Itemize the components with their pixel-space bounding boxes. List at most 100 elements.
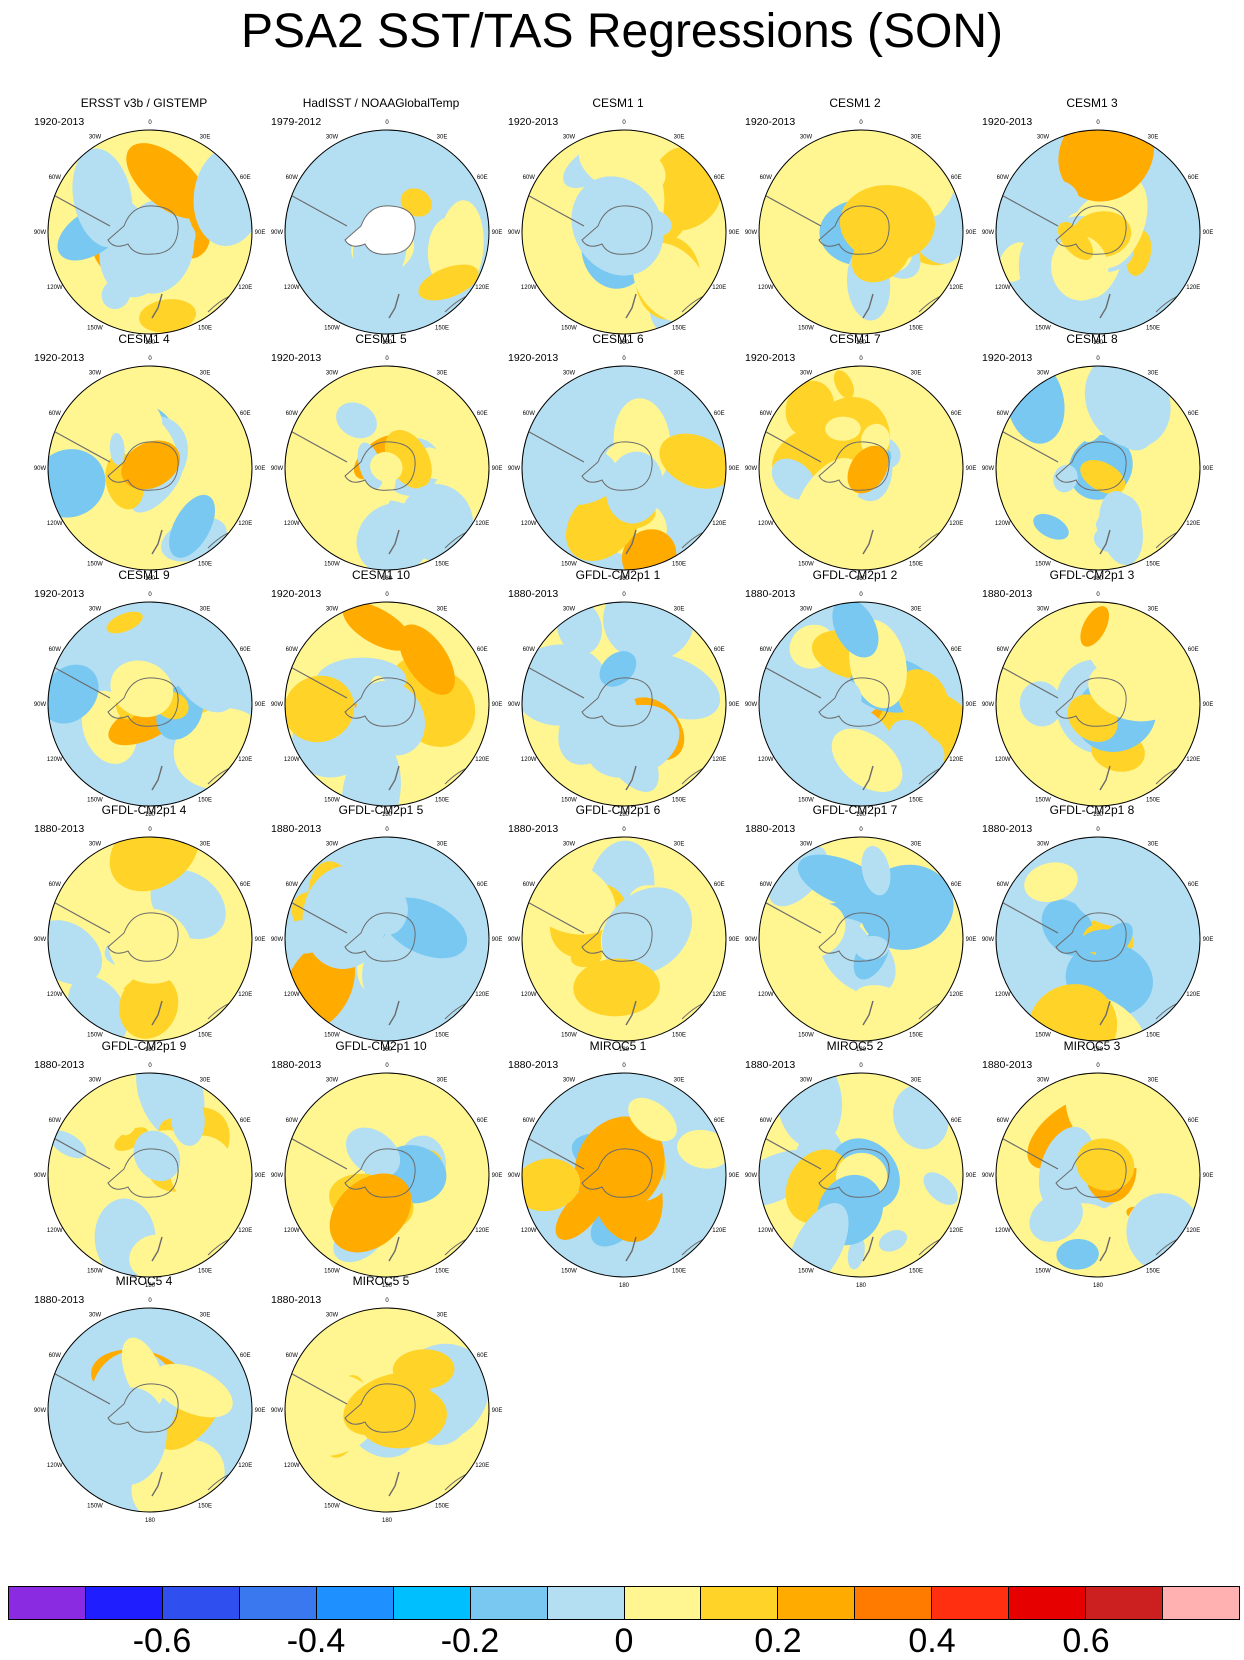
- longitude-label: 150E: [1146, 1268, 1160, 1274]
- colorbar: [8, 1586, 1240, 1620]
- map-panel: CESM1 8 1920-2013 0 30E 60E 90E 120E 150E 180 150…: [974, 332, 1214, 582]
- africa-coastline: [687, 371, 711, 381]
- longitude-label: 180: [856, 1283, 867, 1289]
- longitude-label: 150W: [324, 561, 340, 567]
- antarctica-coastline: [344, 1148, 416, 1198]
- longitude-label: 90W: [982, 230, 995, 236]
- antarctica-coastline: [818, 441, 890, 491]
- longitude-label: 0: [385, 356, 389, 362]
- map-border: [47, 1307, 253, 1513]
- longitude-label: 120W: [284, 285, 300, 291]
- longitude-label: 150W: [87, 561, 103, 567]
- longitude-label: 60W: [49, 882, 62, 888]
- longitude-label: 60E: [951, 411, 962, 417]
- longitude-label: 0: [859, 592, 863, 598]
- new-zealand-coastline: [388, 1471, 400, 1497]
- longitude-label: 150W: [324, 325, 340, 331]
- figure-title: PSA2 SST/TAS Regressions (SON): [241, 5, 1003, 58]
- panel-title: GFDL-CM2p1 8: [1049, 803, 1135, 817]
- south-america-coastline: [996, 663, 1059, 699]
- antarctica-coastline: [581, 912, 653, 962]
- longitude-label: 90E: [492, 702, 503, 708]
- polar-stereographic-map: 0 30E 60E 90E 120E 150E 180 150W 120W 90W 60W 30W: [745, 592, 977, 818]
- antarctica-coastline: [107, 912, 179, 962]
- map-panel: CESM1 3 1920-2013 0 30E 60E 90E 120E 150E 180 150…: [974, 96, 1214, 346]
- polar-stereographic-map: 0 30E 60E 90E 120E 150E 180 150W 120W 90W 60W 30W: [271, 1298, 503, 1524]
- longitude-label: 30W: [563, 842, 576, 848]
- panel-period: 1920-2013: [271, 352, 322, 364]
- new-zealand-coastline: [1099, 1236, 1111, 1262]
- panel-title: GFDL-CM2p1 2: [812, 568, 898, 582]
- longitude-label: 90W: [34, 702, 47, 708]
- map-panel: CESM1 10 1920-2013 0 30E 60E 90E 120E 150E 180 15…: [263, 568, 503, 818]
- antarctica-coastline: [818, 677, 890, 727]
- longitude-label: 90E: [255, 702, 266, 708]
- longitude-label: 90E: [255, 466, 266, 472]
- polar-stereographic-map: 0 30E 60E 90E 120E 150E 180 150W 120W 90W 60W 30W: [271, 1063, 503, 1289]
- map-border: [521, 129, 727, 335]
- south-america-coastline: [285, 427, 348, 463]
- map-border: [284, 836, 490, 1042]
- longitude-label: 90E: [1203, 1173, 1214, 1179]
- south-america-coastline: [48, 1369, 111, 1405]
- longitude-label: 180: [145, 812, 156, 818]
- polar-stereographic-map: 0 30E 60E 90E 120E 150E 180 150W 120W 90W 60W 30W: [982, 120, 1214, 346]
- antarctica-coastline: [1055, 912, 1127, 962]
- polar-stereographic-map: 0 30E 60E 90E 120E 150E 180 150W 120W 90W 60W 30W: [508, 1063, 740, 1289]
- longitude-label: 60E: [714, 882, 725, 888]
- longitude-label: 60E: [1188, 1118, 1199, 1124]
- longitude-label: 180: [382, 340, 393, 346]
- antarctica-coastline: [818, 205, 890, 255]
- longitude-label: 120W: [284, 1463, 300, 1469]
- longitude-label: 60W: [760, 647, 773, 653]
- panel-title: CESM1 9: [118, 568, 170, 582]
- map-border: [284, 1072, 490, 1278]
- map-panel: GFDL-CM2p1 2 1880-2013 0 30E 60E 90E 120E 150E 1…: [737, 568, 977, 818]
- longitude-label: 150E: [672, 561, 686, 567]
- longitude-label: 30E: [200, 1313, 211, 1319]
- map-border: [995, 129, 1201, 335]
- longitude-label: 0: [859, 827, 863, 833]
- antarctica-coastline: [107, 205, 179, 255]
- panel-title: CESM1 6: [592, 332, 644, 346]
- africa-coastline: [1161, 1078, 1185, 1088]
- longitude-label: 90E: [1203, 230, 1214, 236]
- longitude-label: 90E: [255, 1408, 266, 1414]
- south-america-coastline: [522, 191, 585, 227]
- panel-title: CESM1 2: [829, 96, 881, 110]
- longitude-label: 30E: [437, 607, 448, 613]
- longitude-label: 150W: [1035, 1268, 1051, 1274]
- panel-title: GFDL-CM2p1 3: [1049, 568, 1135, 582]
- panel-period: 1920-2013: [34, 352, 85, 364]
- longitude-label: 150E: [1146, 325, 1160, 331]
- longitude-label: 90W: [508, 937, 521, 943]
- longitude-label: 90E: [729, 1173, 740, 1179]
- longitude-label: 0: [1096, 1063, 1100, 1069]
- map-border: [758, 129, 964, 335]
- longitude-label: 0: [622, 356, 626, 362]
- antarctica-coastline: [344, 1383, 416, 1433]
- longitude-label: 120E: [238, 992, 252, 998]
- longitude-label: 180: [145, 1518, 156, 1524]
- longitude-label: 90E: [492, 230, 503, 236]
- new-zealand-coastline: [625, 1236, 637, 1262]
- longitude-label: 60W: [286, 882, 299, 888]
- antarctica-coastline: [1055, 205, 1127, 255]
- longitude-label: 60E: [714, 175, 725, 181]
- longitude-label: 120E: [475, 992, 489, 998]
- longitude-label: 90W: [271, 230, 284, 236]
- panel-period: 1880-2013: [34, 1294, 85, 1306]
- longitude-label: 30E: [674, 135, 685, 141]
- africa-coastline: [924, 371, 948, 381]
- new-zealand-coastline: [151, 529, 163, 555]
- longitude-label: 60E: [477, 882, 488, 888]
- new-zealand-coastline: [1099, 529, 1111, 555]
- map-border: [995, 365, 1201, 571]
- panel-period: 1920-2013: [982, 116, 1033, 128]
- panel-period: 1920-2013: [271, 588, 322, 600]
- longitude-label: 150W: [561, 1268, 577, 1274]
- panel-title: CESM1 7: [829, 332, 881, 346]
- south-america-coastline: [285, 1134, 348, 1170]
- longitude-label: 120E: [1186, 1228, 1200, 1234]
- longitude-label: 180: [382, 812, 393, 818]
